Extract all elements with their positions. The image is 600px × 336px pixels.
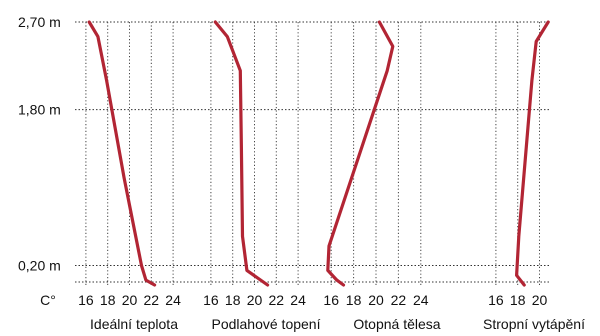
temperature-tick-label: 22 (269, 292, 285, 308)
profile-line (213, 20, 270, 287)
temperature-tick-label: 18 (100, 292, 116, 308)
temperature-tick-label: 24 (413, 292, 429, 308)
profile-line (326, 20, 395, 287)
grid (75, 21, 550, 285)
height-label: 0,20 m (18, 258, 61, 274)
panel-title: Otopná tělesa (353, 316, 440, 332)
temperature-tick-label: 20 (532, 292, 548, 308)
y-unit-label: C° (40, 292, 56, 308)
temperature-tick-label: 16 (78, 292, 94, 308)
temperature-tick-label: 22 (391, 292, 407, 308)
temperature-tick-label: 22 (144, 292, 160, 308)
temperature-ticks: 16 18 20 22 24 16 18 20 22 24 16 18 20 22 24 16 18 20 (78, 292, 547, 308)
temperature-tick-label: 18 (510, 292, 526, 308)
temperature-tick-label: 20 (122, 292, 138, 308)
panel-title: Stropní vytápění (483, 316, 585, 332)
temperature-tick-label: 16 (203, 292, 219, 308)
temperature-tick-label: 24 (165, 292, 181, 308)
height-label: 2,70 m (18, 14, 61, 30)
temperature-tick-label: 24 (290, 292, 306, 308)
temperature-tick-label: 20 (247, 292, 263, 308)
panel-title: Podlahové topení (212, 316, 321, 332)
panel-titles: Ideální teplota Podlahové topení Otopná tě… (90, 316, 585, 332)
temperature-tick-label: 16 (488, 292, 504, 308)
temperature-tick-label: 18 (346, 292, 362, 308)
temperature-tick-label: 18 (225, 292, 241, 308)
height-axis: C° 2,70 m 1,80 m 0,20 m (18, 14, 61, 308)
height-label: 1,80 m (18, 102, 61, 118)
profile-line (87, 20, 157, 287)
panel-title: Ideální teplota (90, 316, 178, 332)
profile-line (515, 20, 550, 287)
temperature-tick-label: 20 (368, 292, 384, 308)
temperature-tick-label: 16 (323, 292, 339, 308)
temperature-profiles (87, 20, 550, 287)
